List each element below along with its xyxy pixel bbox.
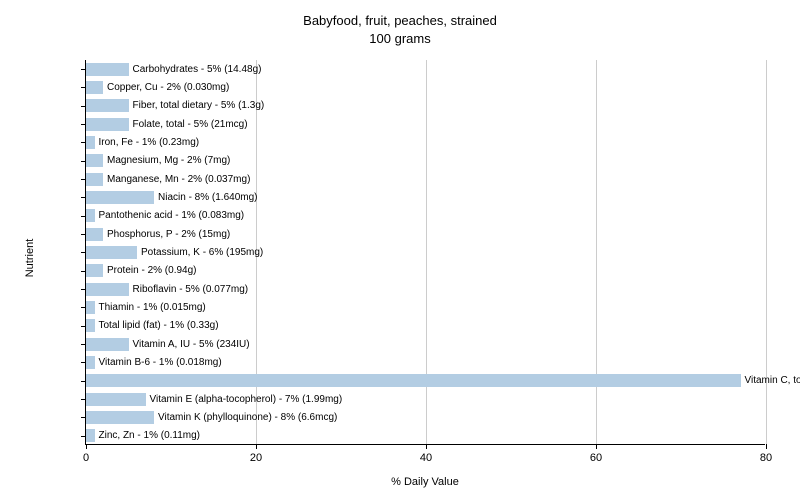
bar-row: Thiamin - 1% (0.015mg)	[86, 298, 765, 316]
bar	[86, 429, 95, 442]
bar-row: Iron, Fe - 1% (0.23mg)	[86, 133, 765, 151]
bar-label: Carbohydrates - 5% (14.48g)	[133, 63, 262, 76]
x-tick-label: 40	[420, 452, 432, 464]
bar-label: Thiamin - 1% (0.015mg)	[99, 301, 206, 314]
bar	[86, 246, 137, 259]
bar-label: Riboflavin - 5% (0.077mg)	[133, 283, 249, 296]
bar-row: Carbohydrates - 5% (14.48g)	[86, 60, 765, 78]
bar-row: Riboflavin - 5% (0.077mg)	[86, 280, 765, 298]
bar-row: Niacin - 8% (1.640mg)	[86, 188, 765, 206]
bar-label: Folate, total - 5% (21mcg)	[133, 118, 248, 131]
bar-label: Vitamin K (phylloquinone) - 8% (6.6mcg)	[158, 411, 337, 424]
bar	[86, 393, 146, 406]
bar	[86, 338, 129, 351]
bar-row: Vitamin A, IU - 5% (234IU)	[86, 335, 765, 353]
bar-row: Protein - 2% (0.94g)	[86, 262, 765, 280]
bar-label: Total lipid (fat) - 1% (0.33g)	[99, 319, 219, 332]
chart-container: Babyfood, fruit, peaches, strained 100 g…	[0, 0, 800, 500]
bar-row: Vitamin C, total ascorbic acid - 77% (46…	[86, 372, 765, 390]
bar	[86, 63, 129, 76]
bar-row: Vitamin B-6 - 1% (0.018mg)	[86, 353, 765, 371]
x-tick-label: 0	[83, 452, 89, 464]
chart-title: Babyfood, fruit, peaches, strained 100 g…	[0, 12, 800, 48]
bar-row: Magnesium, Mg - 2% (7mg)	[86, 152, 765, 170]
bar-label: Phosphorus, P - 2% (15mg)	[107, 228, 230, 241]
bar-row: Zinc, Zn - 1% (0.11mg)	[86, 427, 765, 445]
bar-row: Vitamin E (alpha-tocopherol) - 7% (1.99m…	[86, 390, 765, 408]
bar-label: Zinc, Zn - 1% (0.11mg)	[99, 429, 201, 442]
x-tick-label: 80	[760, 452, 772, 464]
bar-label: Iron, Fe - 1% (0.23mg)	[99, 136, 200, 149]
x-tick-label: 60	[590, 452, 602, 464]
x-tick	[766, 444, 767, 449]
bar-row: Pantothenic acid - 1% (0.083mg)	[86, 207, 765, 225]
bar-row: Potassium, K - 6% (195mg)	[86, 243, 765, 261]
bar	[86, 154, 103, 167]
bar	[86, 301, 95, 314]
bar-row: Vitamin K (phylloquinone) - 8% (6.6mcg)	[86, 408, 765, 426]
bar	[86, 118, 129, 131]
bar	[86, 356, 95, 369]
bar-row: Folate, total - 5% (21mcg)	[86, 115, 765, 133]
title-line-2: 100 grams	[0, 30, 800, 48]
bar-row: Manganese, Mn - 2% (0.037mg)	[86, 170, 765, 188]
y-axis-label: Nutrient	[24, 239, 36, 278]
bar-label: Niacin - 8% (1.640mg)	[158, 191, 257, 204]
bar	[86, 374, 741, 387]
plot-area: 020406080Carbohydrates - 5% (14.48g)Copp…	[85, 60, 765, 445]
bar-label: Vitamin C, total ascorbic acid - 77% (46…	[745, 374, 800, 387]
bar-label: Vitamin E (alpha-tocopherol) - 7% (1.99m…	[150, 393, 343, 406]
bar-label: Vitamin A, IU - 5% (234IU)	[133, 338, 250, 351]
bar-row: Copper, Cu - 2% (0.030mg)	[86, 78, 765, 96]
bar	[86, 209, 95, 222]
bar	[86, 173, 103, 186]
bar	[86, 228, 103, 241]
bar	[86, 99, 129, 112]
bar-label: Pantothenic acid - 1% (0.083mg)	[99, 209, 245, 222]
title-line-1: Babyfood, fruit, peaches, strained	[0, 12, 800, 30]
bar-label: Copper, Cu - 2% (0.030mg)	[107, 81, 229, 94]
bar	[86, 81, 103, 94]
bar-row: Phosphorus, P - 2% (15mg)	[86, 225, 765, 243]
bar	[86, 191, 154, 204]
bar	[86, 136, 95, 149]
x-axis-label: % Daily Value	[85, 476, 765, 488]
bar-label: Manganese, Mn - 2% (0.037mg)	[107, 173, 250, 186]
bar-label: Fiber, total dietary - 5% (1.3g)	[133, 99, 265, 112]
bar-label: Vitamin B-6 - 1% (0.018mg)	[99, 356, 222, 369]
bar-row: Fiber, total dietary - 5% (1.3g)	[86, 97, 765, 115]
bar-label: Potassium, K - 6% (195mg)	[141, 246, 263, 259]
bar	[86, 319, 95, 332]
bar-label: Protein - 2% (0.94g)	[107, 264, 197, 277]
bar	[86, 264, 103, 277]
x-tick-label: 20	[250, 452, 262, 464]
bar	[86, 411, 154, 424]
bar-label: Magnesium, Mg - 2% (7mg)	[107, 154, 230, 167]
bar-row: Total lipid (fat) - 1% (0.33g)	[86, 317, 765, 335]
bar	[86, 283, 129, 296]
